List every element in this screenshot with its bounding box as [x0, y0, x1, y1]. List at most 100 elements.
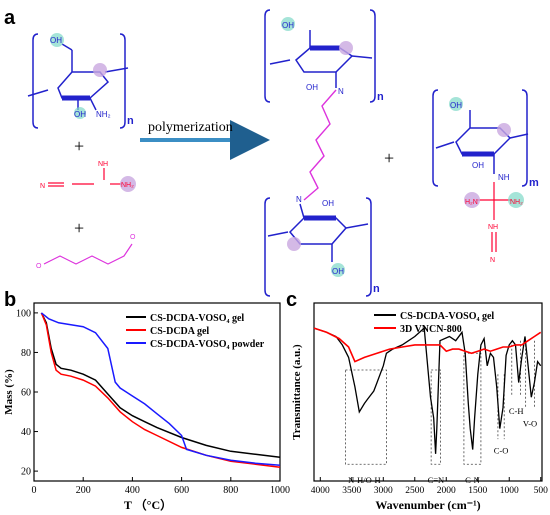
glutaraldehyde-chain — [43, 243, 133, 265]
p1-highlight-anom-bot — [287, 237, 301, 251]
p1-atom-oh-mid: OH — [306, 83, 318, 92]
p1-atom-n-top: N — [338, 87, 344, 96]
tga-y-tick-label: 80 — [21, 348, 31, 359]
bracket-right — [119, 33, 126, 129]
dcda-n: N — [40, 183, 45, 190]
p1-backbone-3 — [267, 231, 289, 237]
p2-bracket-left — [432, 89, 439, 187]
tga-line-0 — [40, 312, 281, 459]
highlight-oh-top — [50, 33, 64, 47]
ftir-band-box — [345, 369, 387, 465]
p1-backbone-1 — [269, 59, 291, 65]
p2-atom-n: N — [490, 257, 495, 264]
ftir-x-tick-label: 2000 — [437, 486, 456, 496]
highlight-anomeric — [93, 63, 107, 77]
highlight-dcda-nh2 — [120, 176, 136, 192]
tga-x-tick-label: 600 — [174, 485, 189, 496]
tga-y-tick-label: 40 — [21, 427, 31, 438]
backbone-right — [104, 67, 129, 73]
p2-highlight-anomeric — [497, 123, 511, 137]
ftir-series — [313, 326, 542, 454]
tga-legend-label: CS-DCDA-VOSO₄ powder — [150, 339, 265, 350]
oh-bond — [61, 43, 73, 51]
ftir-legend-label: CS-DCDA-VOSO₄ gel — [400, 311, 494, 322]
tga-legend: CS-DCDA-VOSO₄ gel CS-DCDA gel CS-DCDA-VOSO… — [126, 313, 265, 350]
ftir-x-label: Wavenumber (cm⁻¹) — [375, 498, 480, 512]
tga-y-label: Mass (%) — [3, 369, 15, 415]
subscript-n-1: n — [127, 115, 134, 127]
dcda-molecule — [48, 168, 122, 187]
p1-bracket-top-right — [369, 9, 376, 103]
p2-backbone-1 — [435, 141, 455, 149]
atom-oh-c3: OH — [74, 110, 86, 119]
tga-x-axis: 0 200 400 600 800 1000 — [32, 477, 290, 496]
ftir-x-axis: 4000 3500 3000 2500 2000 1500 1000 500 — [311, 477, 548, 496]
p1-n-bond-bottom — [299, 203, 305, 219]
p1-backbone-4 — [345, 223, 369, 229]
tga-y-tick-label: 20 — [21, 467, 31, 478]
ftir-x-tick-label: 3500 — [342, 486, 361, 496]
p2-bracket-right — [521, 89, 528, 187]
tga-y-axis: 20 40 60 80 100 — [16, 308, 38, 478]
atom-oh: OH — [50, 36, 62, 45]
tga-x-label: T （°C） — [124, 497, 172, 512]
dcda-nh2: NH₂ — [121, 182, 134, 189]
ftir-band-label: C-O — [494, 446, 509, 456]
p1-highlight-oh-top — [281, 17, 295, 31]
ftir-x-tick-label: 4000 — [311, 486, 330, 496]
atom-nh2: NH₂ — [96, 110, 111, 119]
plus-2: + — [74, 218, 84, 238]
subscript-n-3: n — [373, 283, 380, 295]
tga-legend-label: CS-DCDA gel — [150, 326, 209, 337]
panel-label-c: c — [286, 289, 297, 311]
p1-glutaraldehyde-bridge — [303, 89, 337, 201]
tga-y-tick-label: 60 — [21, 388, 31, 399]
ftir-band-label: C≡N — [428, 475, 445, 485]
ftir-band-box — [430, 369, 441, 465]
ftir-line-1 — [313, 327, 542, 363]
bracket-left — [32, 33, 39, 129]
tga-line-2 — [40, 312, 281, 466]
p2-atom-nh2: NH₂ — [510, 199, 523, 206]
nh2-bond — [89, 97, 97, 111]
subscript-n-2: n — [377, 91, 384, 103]
ftir-x-tick-label: 1000 — [500, 486, 519, 496]
ftir-plot-frame — [313, 302, 543, 482]
p2-atom-nh-2: NH — [488, 224, 498, 231]
tga-x-tick-label: 800 — [223, 485, 238, 496]
crosslinked-product — [264, 9, 376, 297]
panel-label-a: a — [4, 7, 16, 29]
plus-3: + — [384, 148, 394, 168]
ftir-line-0 — [313, 326, 542, 454]
p1-highlight-oh-bot — [331, 263, 345, 277]
panel-c: c 4000 3500 3000 2500 2000 1500 1000 500 N-H/O-… — [286, 289, 548, 512]
p1-backbone-2 — [351, 55, 373, 59]
p2-atom-h2n: H₂N — [465, 199, 478, 206]
panel-b: b 20 40 60 80 100 0 200 400 600 800 1000 CS-DCDA-… — [3, 289, 290, 512]
highlight-oh-c3 — [74, 107, 86, 119]
dcda-nh: NH — [98, 161, 108, 168]
gl-o-right: O — [130, 234, 136, 241]
subscript-m: m — [529, 177, 539, 189]
p2-atom-nh: NH — [498, 173, 510, 182]
ftir-band-label: N-H/O-H — [348, 475, 381, 485]
p1-bracket-bot-right — [365, 197, 372, 297]
p1-bracket-bot-left — [264, 197, 271, 297]
ftir-legend: CS-DCDA-VOSO₄ gel 3D VNCN-800 — [374, 311, 494, 335]
arrow-label: polymerization — [148, 120, 233, 135]
tga-x-tick-label: 0 — [32, 485, 37, 496]
ftir-y-label: Transmittance (a.u.) — [291, 344, 303, 440]
tga-x-tick-label: 200 — [76, 485, 91, 496]
ftir-x-tick-label: 500 — [534, 486, 549, 496]
plus-1: + — [74, 136, 84, 156]
panel-label-b: b — [4, 289, 16, 311]
p2-atom-oh-mid: OH — [472, 161, 484, 170]
p2-highlight-oh-top — [449, 97, 463, 111]
p1-atom-oh-top: OH — [282, 21, 294, 30]
p1-highlight-anom-top — [339, 41, 353, 55]
gl-o-left: O — [36, 263, 42, 270]
p1-bracket-top-left — [264, 9, 271, 103]
chitosan-unit — [27, 33, 129, 129]
backbone-left — [27, 89, 49, 97]
ftir-band-annotations: N-H/O-H C≡N C-N C-O C-H V-O — [345, 340, 537, 485]
